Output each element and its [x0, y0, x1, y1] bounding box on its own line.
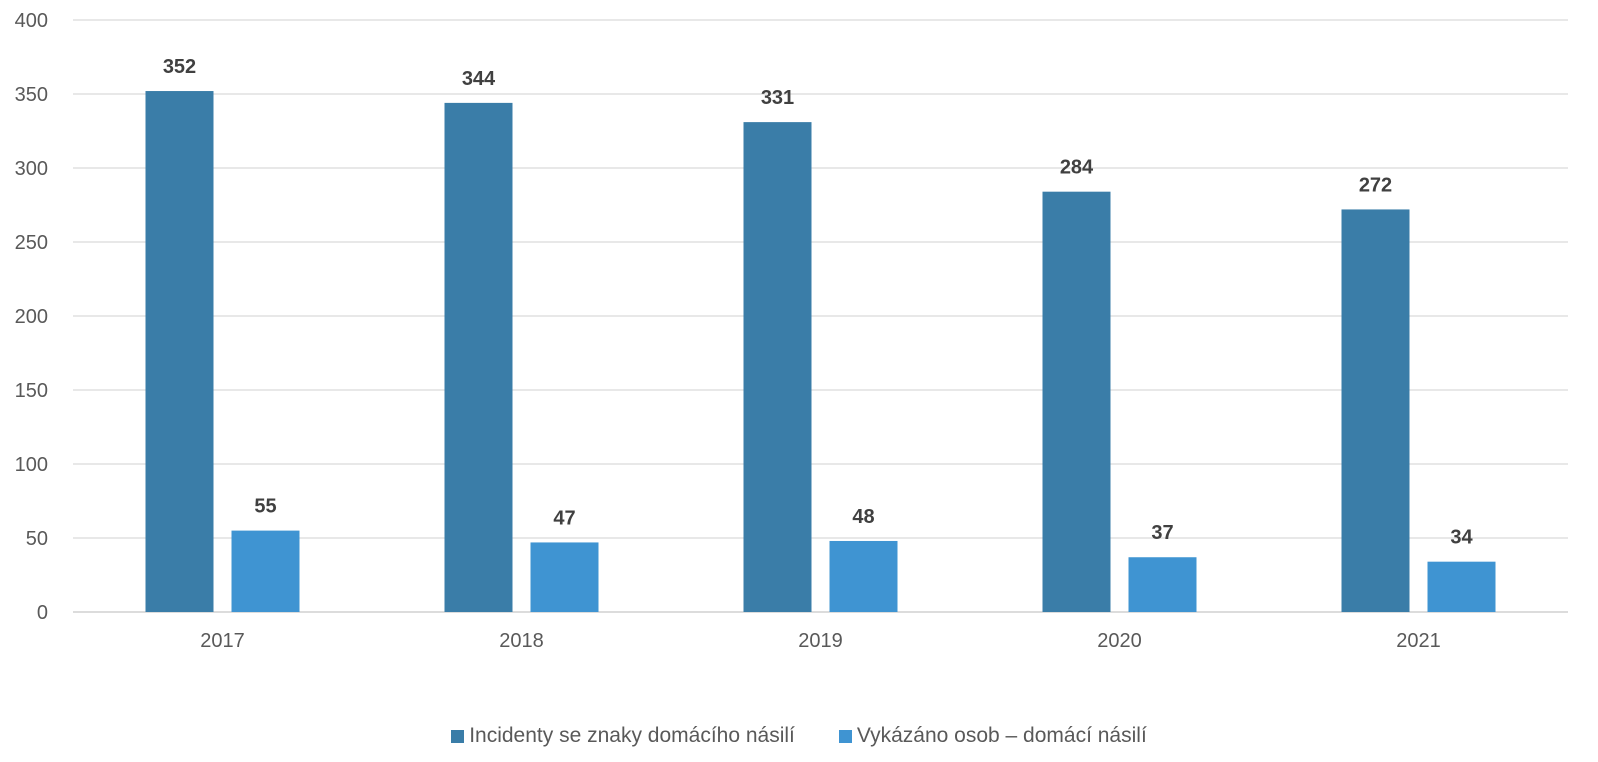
data-label-2020-series-1: 284	[1060, 157, 1094, 179]
gridlines	[73, 19, 1568, 613]
bar-2019-series-1	[743, 122, 812, 613]
bar-chart: 0 50 100 150 200 250 300 350 400 352 55 344 47 331 48…	[15, 10, 1568, 652]
legend: Incidenty se znaky domácího násilí Vykáz…	[0, 724, 1598, 748]
y-tick-label: 50	[26, 528, 48, 550]
data-label-2019-series-1: 331	[761, 87, 794, 109]
bar-2020-series-2	[1128, 557, 1197, 612]
data-label-2017-series-2: 55	[254, 496, 276, 518]
data-labels: 352 55 344 47 331 48 284 37 272 34	[163, 56, 1474, 549]
x-tick-label: 2018	[499, 630, 544, 652]
bar-2017-series-2	[231, 530, 300, 612]
legend-item-incidents[interactable]: Incidenty se znaky domácího násilí	[451, 724, 795, 748]
x-tick-label: 2017	[200, 630, 245, 652]
data-label-2021-series-1: 272	[1359, 174, 1392, 196]
y-axis-ticks: 0 50 100 150 200 250 300 350 400	[15, 10, 48, 624]
x-tick-label: 2019	[798, 630, 843, 652]
legend-item-evicted[interactable]: Vykázáno osob – domácí násilí	[838, 724, 1147, 748]
y-tick-label: 350	[15, 84, 48, 106]
x-tick-label: 2020	[1097, 630, 1142, 652]
y-tick-label: 100	[15, 454, 48, 476]
bars	[145, 91, 1496, 613]
data-label-2021-series-2: 34	[1450, 527, 1473, 549]
bar-2019-series-2	[829, 540, 898, 612]
y-tick-label: 300	[15, 158, 48, 180]
data-label-2018-series-1: 344	[462, 68, 496, 90]
data-label-2020-series-2: 37	[1151, 522, 1173, 544]
x-axis-ticks: 2017 2018 2019 2020 2021	[200, 630, 1441, 652]
y-tick-label: 200	[15, 306, 48, 328]
legend-label-incidents: Incidenty se znaky domácího násilí	[469, 724, 795, 747]
y-tick-label: 150	[15, 380, 48, 402]
data-label-2019-series-2: 48	[852, 506, 874, 528]
bar-2020-series-1	[1042, 191, 1111, 612]
legend-swatch-incidents	[451, 729, 465, 743]
y-tick-label: 400	[15, 10, 48, 32]
data-label-2018-series-2: 47	[553, 507, 575, 529]
data-label-2017-series-1: 352	[163, 56, 196, 78]
bar-2018-series-1	[444, 102, 513, 612]
bar-2017-series-1	[145, 91, 214, 613]
bar-2018-series-2	[530, 542, 599, 612]
y-tick-label: 250	[15, 232, 48, 254]
legend-label-evicted: Vykázáno osob – domácí násilí	[856, 724, 1147, 747]
bar-2021-series-1	[1341, 209, 1410, 612]
bar-2021-series-2	[1427, 561, 1496, 612]
y-tick-label: 0	[37, 602, 48, 624]
legend-swatch-evicted	[838, 729, 852, 743]
x-tick-label: 2021	[1396, 630, 1441, 652]
